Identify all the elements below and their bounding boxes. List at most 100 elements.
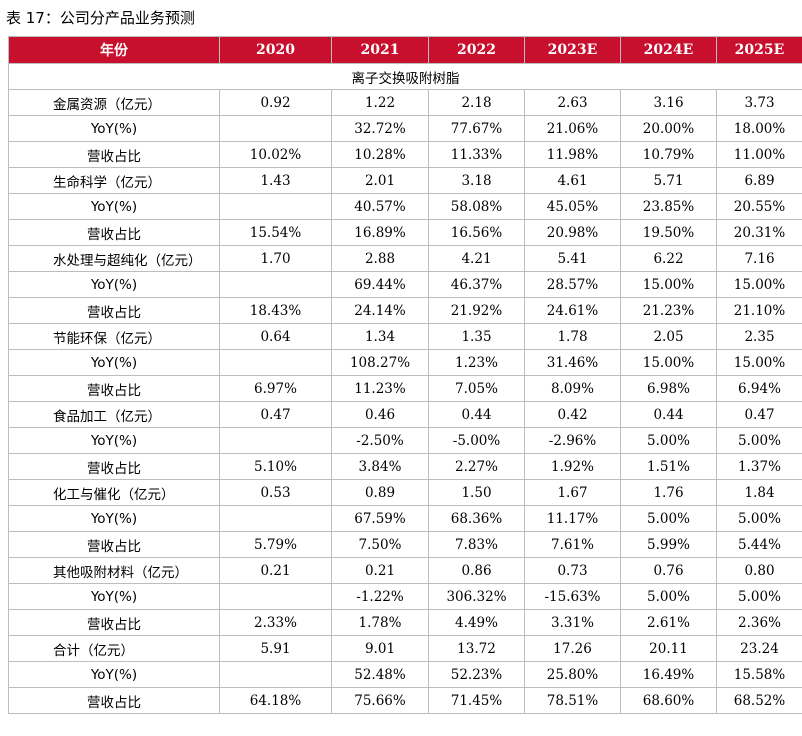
table-cell: 0.92 [219, 89, 332, 116]
table-row: 营收占比 5.79% 7.50% 7.83% 7.61% 5.99% 5.44% [8, 531, 802, 558]
table-cell: -2.50% [331, 427, 429, 454]
table-cell: 5.41 [524, 245, 621, 272]
table-cell: 16.49% [620, 661, 717, 688]
table-cell: 21.06% [524, 115, 621, 142]
table-cell: 20.55% [716, 193, 802, 220]
header-cell-2023e: 2023E [524, 36, 621, 64]
table-cell: 2.88 [331, 245, 429, 272]
table-cell: 7.16 [716, 245, 802, 272]
table-cell: 2.61% [620, 609, 717, 636]
table-cell: 52.23% [428, 661, 525, 688]
header-cell-year: 年份 [8, 36, 220, 64]
row-label: 化工与催化（亿元） [8, 479, 220, 506]
table-cell: 5.00% [620, 427, 717, 454]
table-cell: 1.50 [428, 479, 525, 506]
table-row: 营收占比 6.97% 11.23% 7.05% 8.09% 6.98% 6.94% [8, 375, 802, 402]
header-cell-2021: 2021 [331, 36, 429, 64]
table-row: YoY(%) 40.57% 58.08% 45.05% 23.85% 20.55% [8, 193, 802, 220]
row-label: 合计（亿元） [8, 635, 220, 662]
row-label: 生命科学（亿元） [8, 167, 220, 194]
table-cell: 77.67% [428, 115, 525, 142]
table-cell: 16.89% [331, 219, 429, 246]
table-cell: 21.92% [428, 297, 525, 324]
table-cell: 0.73 [524, 557, 621, 584]
table-cell: 6.89 [716, 167, 802, 194]
table-cell: 31.46% [524, 349, 621, 376]
table-cell: -5.00% [428, 427, 525, 454]
table-cell: 0.44 [428, 401, 525, 428]
table-cell: 4.61 [524, 167, 621, 194]
table-cell: 19.50% [620, 219, 717, 246]
table-cell: 0.42 [524, 401, 621, 428]
table-cell [219, 115, 332, 142]
table-cell: 2.35 [716, 323, 802, 350]
table-cell: 11.33% [428, 141, 525, 168]
table-cell [219, 271, 332, 298]
table-cell: 15.00% [716, 349, 802, 376]
table-row: 营收占比 64.18% 75.66% 71.45% 78.51% 68.60% 68.52% [8, 687, 802, 714]
table-cell: 1.67 [524, 479, 621, 506]
table-header-row: 年份 2020 2021 2022 2023E 2024E 2025E [8, 36, 802, 64]
table-cell: 1.76 [620, 479, 717, 506]
table-cell: 5.44% [716, 531, 802, 558]
table-cell: 15.00% [620, 349, 717, 376]
table-cell: 1.43 [219, 167, 332, 194]
table-cell: 68.60% [620, 687, 717, 714]
table-cell: 52.48% [331, 661, 429, 688]
header-cell-2020: 2020 [219, 36, 332, 64]
table-cell: 3.18 [428, 167, 525, 194]
row-label: YoY(%) [8, 271, 220, 298]
table-row: 金属资源（亿元） 0.92 1.22 2.18 2.63 3.16 3.73 [8, 89, 802, 116]
table-cell: 13.72 [428, 635, 525, 662]
table-cell: 71.45% [428, 687, 525, 714]
table-cell: 64.18% [219, 687, 332, 714]
table-cell: 21.23% [620, 297, 717, 324]
table-cell: 17.26 [524, 635, 621, 662]
table-row: 化工与催化（亿元） 0.53 0.89 1.50 1.67 1.76 1.84 [8, 479, 802, 506]
table-cell: 24.14% [331, 297, 429, 324]
table-cell: 108.27% [331, 349, 429, 376]
table-cell: 11.98% [524, 141, 621, 168]
row-label: 金属资源（亿元） [8, 89, 220, 116]
row-label: 营收占比 [8, 531, 220, 558]
table-cell: 0.53 [219, 479, 332, 506]
table-row: 节能环保（亿元） 0.64 1.34 1.35 1.78 2.05 2.35 [8, 323, 802, 350]
row-label: YoY(%) [8, 661, 220, 688]
row-label: 营收占比 [8, 219, 220, 246]
table-cell: 15.58% [716, 661, 802, 688]
table-cell: 0.21 [219, 557, 332, 584]
table-cell [219, 661, 332, 688]
row-label: YoY(%) [8, 505, 220, 532]
table-row: YoY(%) 69.44% 46.37% 28.57% 15.00% 15.00% [8, 271, 802, 298]
table-cell: 0.86 [428, 557, 525, 584]
table-cell: 1.22 [331, 89, 429, 116]
header-cell-2022: 2022 [428, 36, 525, 64]
table-row: YoY(%) 52.48% 52.23% 25.80% 16.49% 15.58% [8, 661, 802, 688]
table-cell: 15.00% [716, 271, 802, 298]
table-cell: 5.10% [219, 453, 332, 480]
table-cell: 3.84% [331, 453, 429, 480]
table-cell: 306.32% [428, 583, 525, 610]
table-cell: 2.05 [620, 323, 717, 350]
table-cell: 25.80% [524, 661, 621, 688]
table-cell: 2.33% [219, 609, 332, 636]
table-cell: 5.91 [219, 635, 332, 662]
table-cell: 6.97% [219, 375, 332, 402]
row-label: YoY(%) [8, 349, 220, 376]
table-cell: 3.31% [524, 609, 621, 636]
table-cell: 28.57% [524, 271, 621, 298]
table-cell: 2.01 [331, 167, 429, 194]
table-cell: 20.00% [620, 115, 717, 142]
table-cell: 4.49% [428, 609, 525, 636]
table-cell: 7.05% [428, 375, 525, 402]
table-cell: 1.37% [716, 453, 802, 480]
header-cell-2024e: 2024E [620, 36, 717, 64]
table-cell: 8.09% [524, 375, 621, 402]
table-row: 营收占比 5.10% 3.84% 2.27% 1.92% 1.51% 1.37% [8, 453, 802, 480]
row-label: 食品加工（亿元） [8, 401, 220, 428]
table-cell: -1.22% [331, 583, 429, 610]
table-cell: 5.00% [620, 583, 717, 610]
table-cell: 3.73 [716, 89, 802, 116]
table-row: YoY(%) 108.27% 1.23% 31.46% 15.00% 15.00% [8, 349, 802, 376]
table-row: 合计（亿元） 5.91 9.01 13.72 17.26 20.11 23.24 [8, 635, 802, 662]
